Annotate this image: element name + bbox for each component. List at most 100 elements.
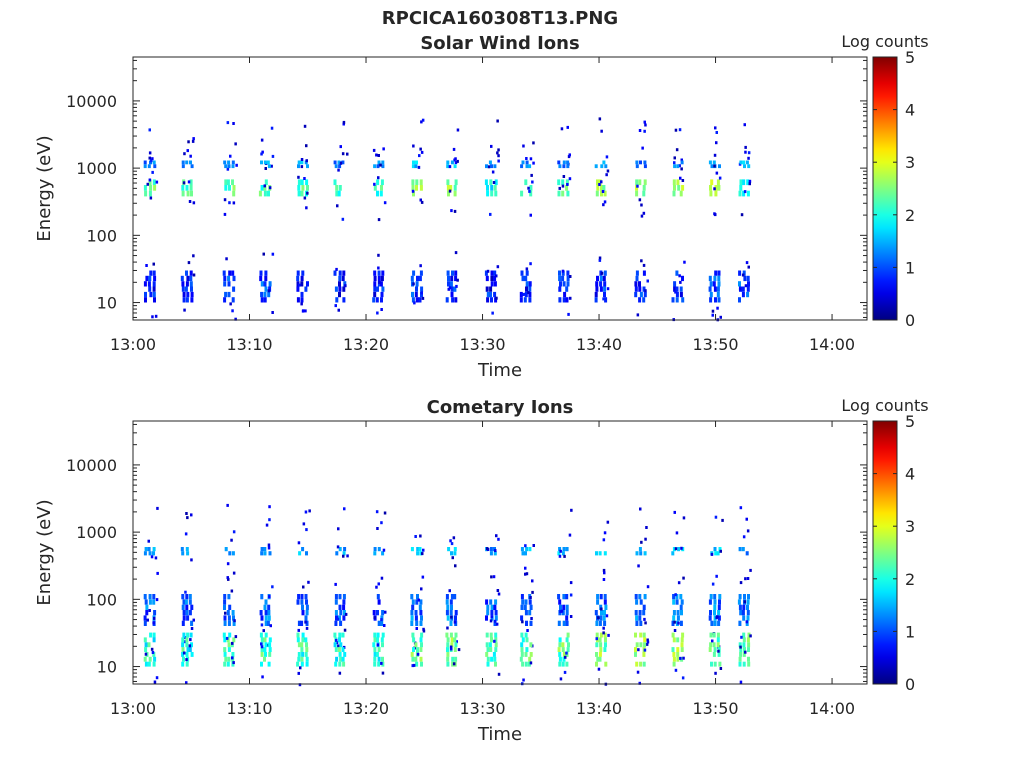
solar-wind-cell [565,179,569,186]
cometary-cell [598,656,602,662]
cometary-cell [223,661,227,667]
solar-wind-cell [333,179,337,186]
cometary-scatter-point [377,582,380,586]
cometary-cell [486,661,490,667]
solar-wind-cell [565,286,569,292]
solar-wind-cell [420,286,424,292]
solar-wind-cell [264,275,268,282]
cometary-scatter-point [605,614,609,618]
cometary-cell [335,656,339,662]
cometary-cell [446,661,450,667]
cometary-cell [562,594,566,600]
cometary-cell [528,599,532,605]
cometary-cell [742,615,746,621]
solar-wind-scatter-point [377,266,380,270]
solar-wind-cell [296,297,300,303]
cometary-cell [595,632,599,638]
solar-wind-cell [557,160,561,165]
cometary-cell [418,547,422,552]
cometary-cell [267,610,271,616]
solar-wind-scatter-point [711,309,715,313]
solar-wind-cell [739,185,743,191]
solar-wind-cell [182,297,186,303]
solar-wind-cell [454,270,458,276]
cometary-scatter-point [153,680,157,684]
solar-wind-cell [264,179,268,186]
solar-wind-cell [185,297,189,303]
cometary-scatter-point [224,611,227,615]
cometary-cell [603,632,607,638]
cometary-cell [342,604,346,610]
solar-wind-cell [603,270,607,276]
cometary-cell [739,647,743,652]
cometary-cell [342,610,346,616]
solar-wind-cell [493,164,497,169]
cometary-cell [411,632,415,638]
solar-wind-cell [380,185,383,191]
cometary-cell [181,661,185,667]
solar-wind-cell [300,179,304,186]
cometary-scatter-point [373,616,376,620]
cometary-scatter-point [344,612,348,616]
cometary-cell [189,632,193,638]
cometary-cell [224,547,228,552]
cometary-scatter-point [521,620,524,624]
cometary-cell [672,610,676,616]
cometary-cell [603,594,607,600]
cometary-scatter-point [570,508,573,512]
cometary-cell [738,656,742,662]
cometary-scatter-point [449,539,452,543]
cometary-scatter-point [529,661,533,665]
cometary-cell [713,599,717,605]
cometary-x-axis-label: Time [477,724,522,745]
cometary-cell [410,547,414,552]
solar-wind-cell [412,270,416,276]
cometary-cell [373,661,377,667]
cometary-cell [708,615,712,621]
cometary-scatter-point [144,652,148,656]
cometary-scatter-point [497,592,501,596]
cometary-cell [716,632,720,638]
cometary-scatter-point [740,635,743,639]
solar-wind-cell [635,179,639,186]
solar-wind-cell [603,291,606,298]
cometary-cell [410,615,414,621]
cometary-scatter-point [227,577,230,581]
cometary-cell [709,642,713,648]
cometary-scatter-point [297,671,300,675]
cometary-cell [739,610,743,616]
cometary-cell [334,647,338,652]
solar-wind-cell [419,179,423,186]
solar-wind-scatter-point [302,309,305,313]
solar-wind-cell [149,270,153,276]
cometary-cell [635,599,639,605]
cometary-cell [742,642,746,648]
solar-wind-cell [300,160,304,165]
cometary-cell [716,642,720,648]
cometary-cell [264,610,268,616]
solar-wind-scatter-point [568,177,572,181]
solar-wind-cell [231,297,235,303]
cometary-cell [639,642,643,648]
cometary-cell [148,599,152,605]
cometary-cell [710,661,713,667]
cometary-cell [376,632,380,638]
cometary-cell [451,656,455,662]
cometary-scatter-point [421,575,425,579]
solar-wind-cell [710,164,714,169]
solar-wind-cell [717,185,721,191]
cometary-scatter-point [308,509,311,513]
solar-wind-scatter-point [260,138,264,142]
cometary-cell [712,642,716,648]
cometary-cell [260,637,264,643]
solar-wind-cell [333,160,337,165]
cometary-cell [489,647,493,652]
cometary-cell [267,604,271,610]
solar-wind-cell [305,179,309,186]
solar-wind-scatter-point [560,127,564,131]
solar-wind-scatter-point [148,178,152,182]
cometary-cell [446,637,450,643]
cometary-scatter-point [603,531,607,535]
solar-wind-cell [635,275,639,282]
cometary-cell [143,551,147,556]
